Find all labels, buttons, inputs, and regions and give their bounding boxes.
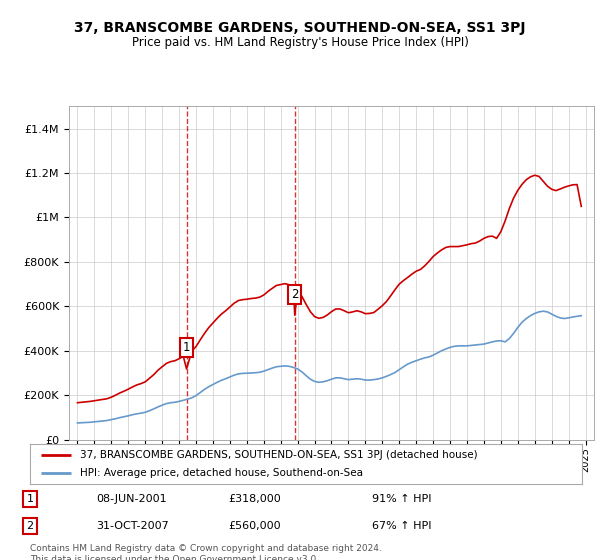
Text: 37, BRANSCOMBE GARDENS, SOUTHEND-ON-SEA, SS1 3PJ (detached house): 37, BRANSCOMBE GARDENS, SOUTHEND-ON-SEA,…	[80, 450, 478, 460]
Text: 91% ↑ HPI: 91% ↑ HPI	[372, 494, 431, 504]
Text: 08-JUN-2001: 08-JUN-2001	[96, 494, 167, 504]
Text: 31-OCT-2007: 31-OCT-2007	[96, 521, 169, 531]
Text: 37, BRANSCOMBE GARDENS, SOUTHEND-ON-SEA, SS1 3PJ: 37, BRANSCOMBE GARDENS, SOUTHEND-ON-SEA,…	[74, 21, 526, 35]
Text: Price paid vs. HM Land Registry's House Price Index (HPI): Price paid vs. HM Land Registry's House …	[131, 36, 469, 49]
Text: Contains HM Land Registry data © Crown copyright and database right 2024.
This d: Contains HM Land Registry data © Crown c…	[30, 544, 382, 560]
Text: 2: 2	[291, 288, 298, 301]
Text: 67% ↑ HPI: 67% ↑ HPI	[372, 521, 431, 531]
Text: £318,000: £318,000	[228, 494, 281, 504]
Text: HPI: Average price, detached house, Southend-on-Sea: HPI: Average price, detached house, Sout…	[80, 468, 362, 478]
Text: £560,000: £560,000	[228, 521, 281, 531]
Text: 2: 2	[26, 521, 34, 531]
Text: 1: 1	[183, 342, 190, 354]
Text: 1: 1	[26, 494, 34, 504]
